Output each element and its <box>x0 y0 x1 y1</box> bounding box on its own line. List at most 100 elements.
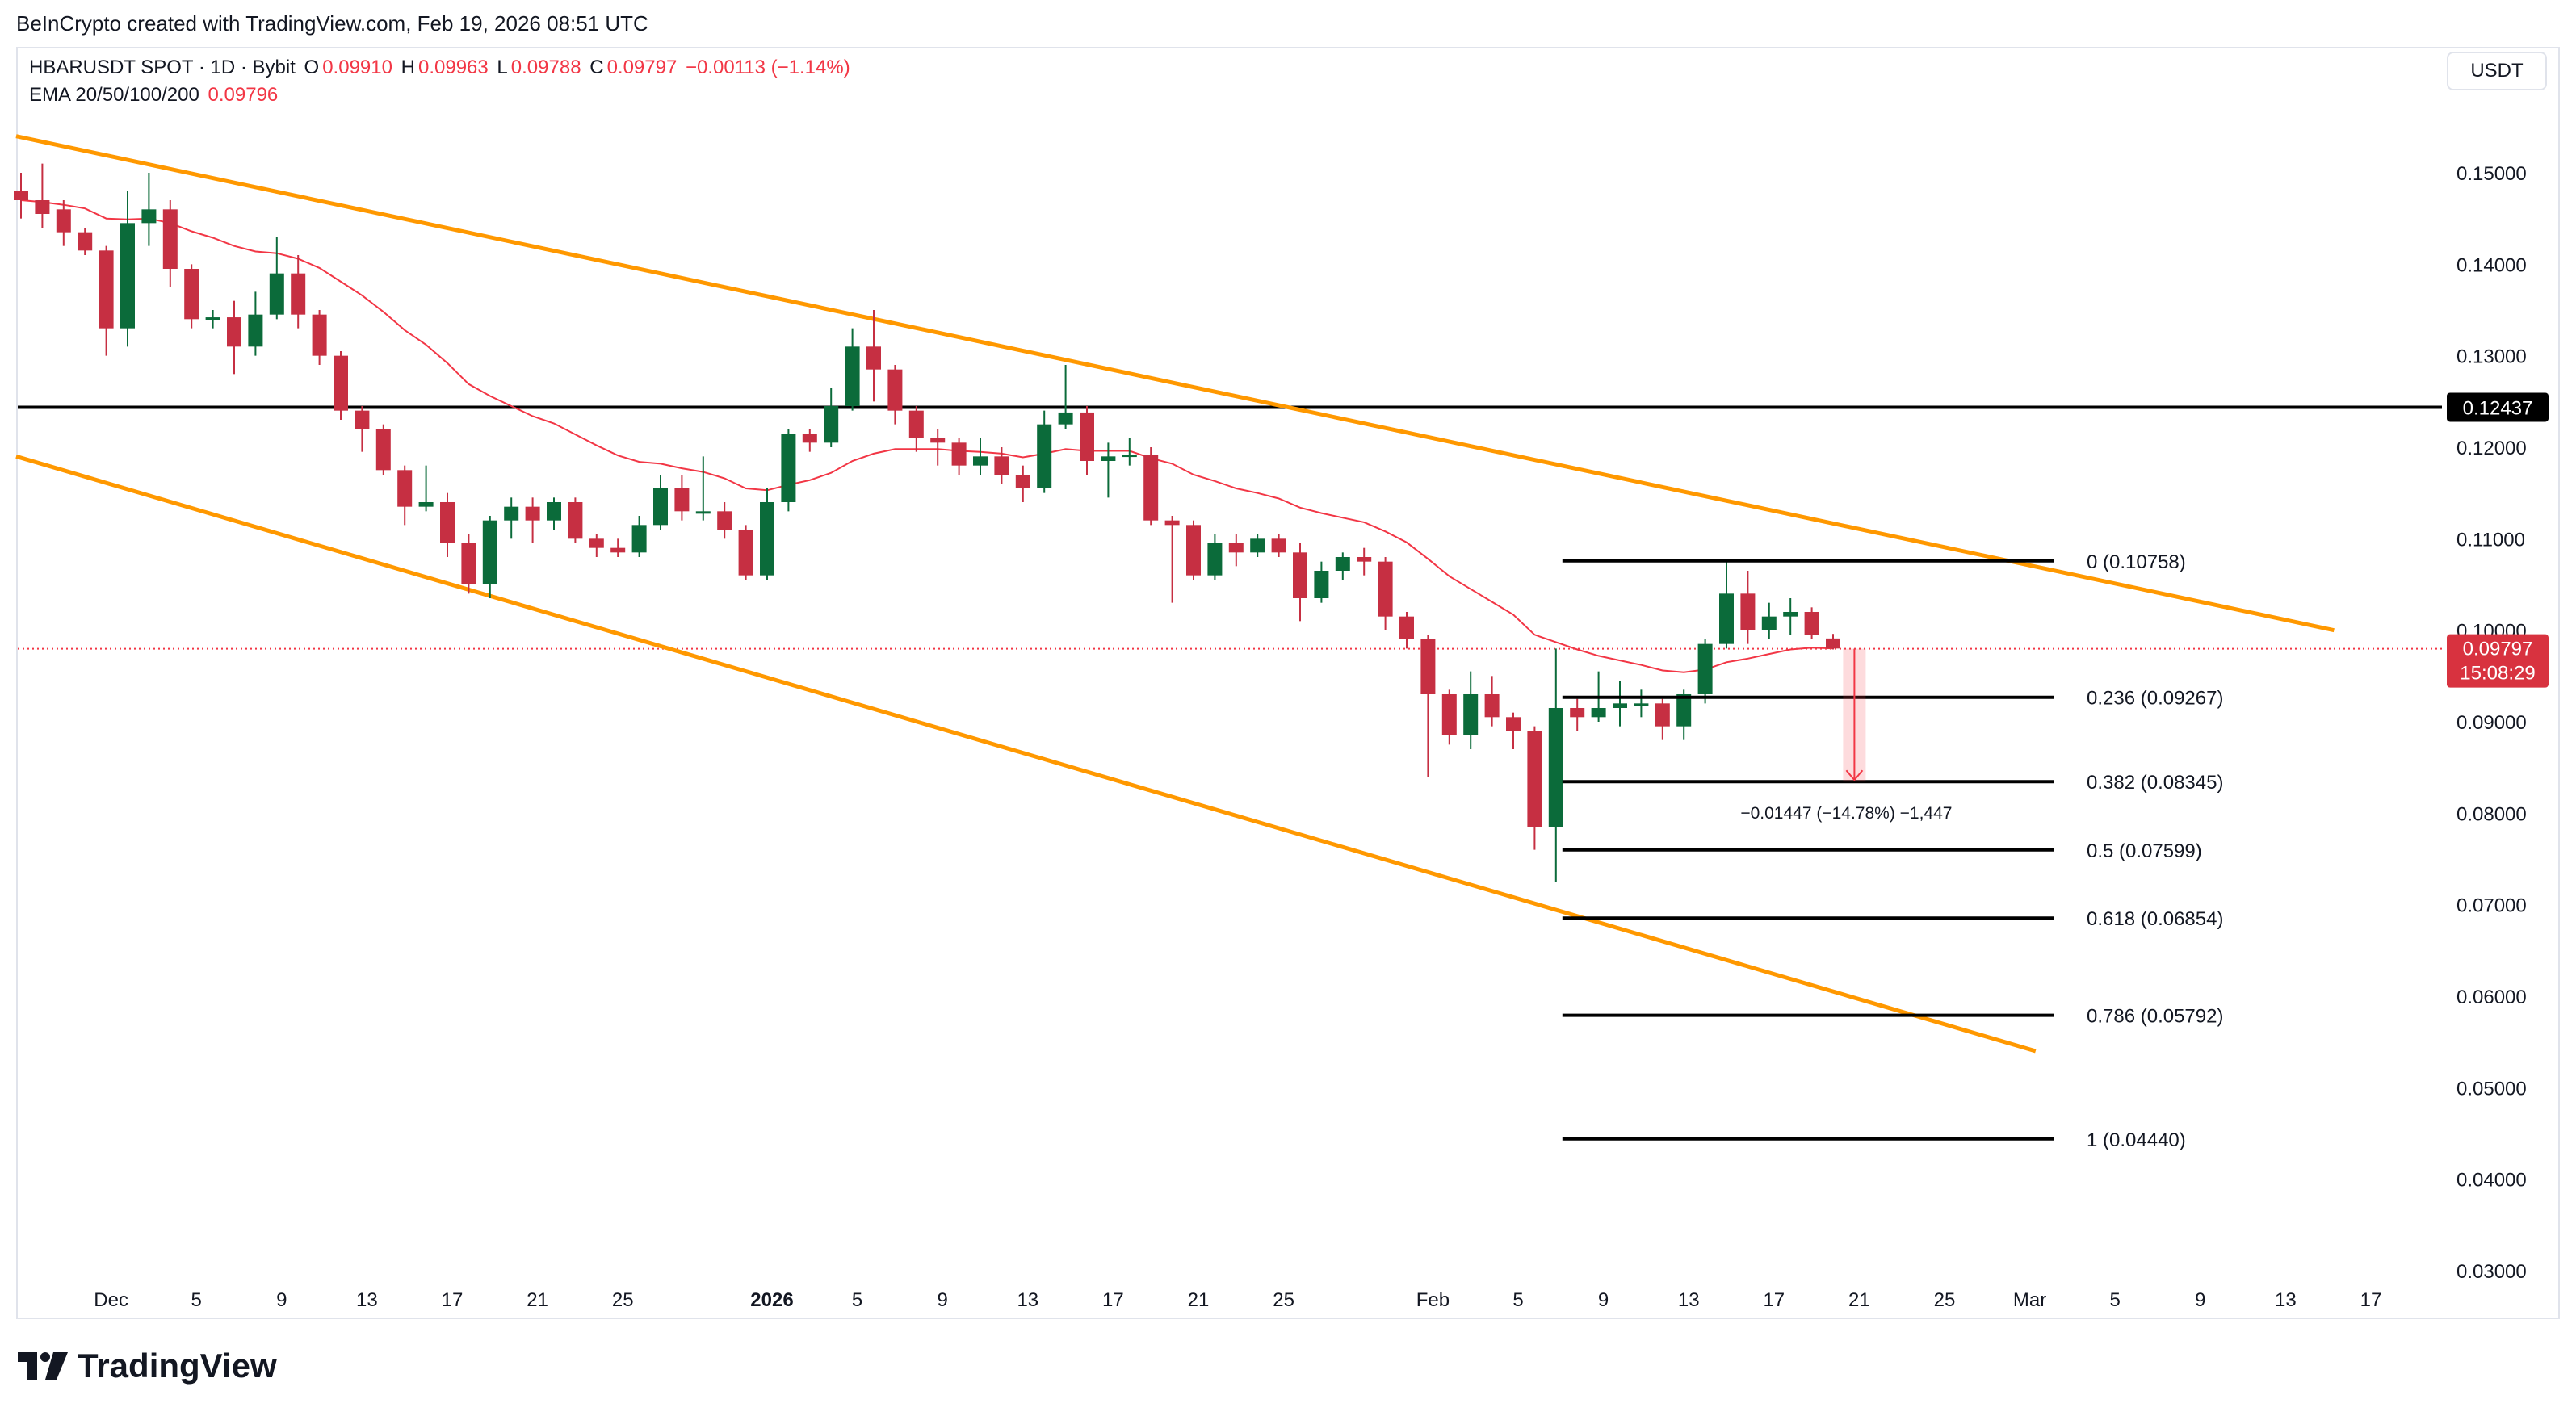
candle[interactable] <box>334 350 348 420</box>
legend-symbol[interactable]: HBARUSDT SPOT · 1D · Bybit <box>29 57 296 78</box>
candle[interactable] <box>1101 442 1116 498</box>
candle[interactable] <box>1506 712 1521 749</box>
candle[interactable] <box>162 199 178 287</box>
ema-line[interactable] <box>20 199 1834 673</box>
candle[interactable] <box>1271 534 1286 557</box>
channel-lower-line[interactable] <box>15 454 2037 1054</box>
candle[interactable] <box>291 254 306 329</box>
candle[interactable] <box>482 515 497 598</box>
candle[interactable] <box>1783 597 1798 635</box>
candle[interactable] <box>1228 534 1244 567</box>
candle[interactable] <box>1378 556 1393 630</box>
candle[interactable] <box>205 309 220 329</box>
candle[interactable] <box>1441 689 1457 745</box>
candle[interactable] <box>14 173 28 219</box>
candle[interactable] <box>1761 602 1777 639</box>
legend-ema-label[interactable]: EMA 20/50/100/200 <box>29 84 199 106</box>
candle[interactable] <box>760 488 774 580</box>
candle[interactable] <box>1527 726 1542 850</box>
candle[interactable] <box>866 309 881 402</box>
candle[interactable] <box>141 173 157 246</box>
candle[interactable] <box>1613 680 1627 727</box>
candle[interactable] <box>887 364 903 425</box>
candle-body <box>1357 556 1372 562</box>
candle[interactable] <box>1740 570 1756 644</box>
candle[interactable] <box>397 465 413 526</box>
candle[interactable] <box>269 237 284 320</box>
chart-frame[interactable] <box>16 47 2560 1319</box>
candle[interactable] <box>908 405 924 452</box>
currency-button[interactable]: USDT <box>2447 52 2547 90</box>
current-price-value: 0.09797 <box>2463 639 2533 660</box>
candle[interactable] <box>375 424 391 475</box>
candle[interactable] <box>631 515 647 557</box>
candle[interactable] <box>1250 534 1265 557</box>
candle[interactable] <box>1420 635 1436 777</box>
candle[interactable] <box>355 405 370 452</box>
candle[interactable] <box>120 191 135 347</box>
candle[interactable] <box>1399 611 1414 649</box>
candle-body <box>1378 561 1393 617</box>
candle[interactable] <box>56 199 71 246</box>
candle[interactable] <box>1804 607 1819 639</box>
candle[interactable] <box>525 497 540 543</box>
candle[interactable] <box>312 309 327 365</box>
candle[interactable] <box>1548 648 1563 882</box>
candle[interactable] <box>1186 520 1201 580</box>
candle[interactable] <box>695 456 711 521</box>
candle[interactable] <box>781 429 796 512</box>
candle[interactable] <box>1164 515 1180 603</box>
candle[interactable] <box>1037 410 1052 493</box>
candle[interactable] <box>1357 547 1372 576</box>
candle[interactable] <box>1719 561 1734 649</box>
candle[interactable] <box>248 291 263 356</box>
candle[interactable] <box>1634 689 1649 718</box>
candle[interactable] <box>1484 676 1500 727</box>
candle[interactable] <box>674 474 690 521</box>
candle[interactable] <box>738 525 753 580</box>
candle[interactable] <box>717 501 732 539</box>
candle[interactable] <box>99 245 114 356</box>
candle[interactable] <box>1122 438 1137 466</box>
candle[interactable] <box>802 429 817 452</box>
candle[interactable] <box>951 438 967 475</box>
candle[interactable] <box>1335 552 1350 580</box>
candle[interactable] <box>1463 671 1479 749</box>
candle[interactable] <box>973 438 988 475</box>
candle[interactable] <box>418 465 434 512</box>
candle[interactable] <box>1697 639 1713 704</box>
candle-body <box>312 314 327 356</box>
candle[interactable] <box>1080 405 1094 475</box>
channel-upper-line[interactable] <box>15 134 2335 633</box>
x-tick-label: 5 <box>852 1289 862 1311</box>
candle[interactable] <box>1015 465 1030 502</box>
candle[interactable] <box>994 446 1009 484</box>
candle[interactable] <box>1655 698 1670 740</box>
candle[interactable] <box>1314 561 1329 603</box>
candle[interactable] <box>610 538 626 557</box>
candle[interactable] <box>547 497 561 530</box>
candle[interactable] <box>78 227 93 255</box>
candle[interactable] <box>1143 446 1159 526</box>
candle[interactable] <box>568 497 583 543</box>
candle[interactable] <box>504 497 519 539</box>
candle[interactable] <box>35 163 50 228</box>
candle[interactable] <box>440 492 455 557</box>
candle[interactable] <box>1058 364 1073 429</box>
candle[interactable] <box>653 474 668 530</box>
candle[interactable] <box>930 429 946 466</box>
channel-lines-layer <box>15 134 2335 1054</box>
candle[interactable] <box>184 264 199 329</box>
candle[interactable] <box>1826 634 1840 650</box>
candle[interactable] <box>461 534 476 594</box>
candle-body <box>973 456 988 466</box>
candle-body <box>1463 693 1479 735</box>
candle[interactable] <box>1207 534 1223 580</box>
candle[interactable] <box>824 388 839 447</box>
candle[interactable] <box>227 300 241 375</box>
candle[interactable] <box>1570 698 1585 731</box>
candle[interactable] <box>845 328 860 411</box>
candle[interactable] <box>1293 543 1307 622</box>
candle[interactable] <box>589 534 604 557</box>
